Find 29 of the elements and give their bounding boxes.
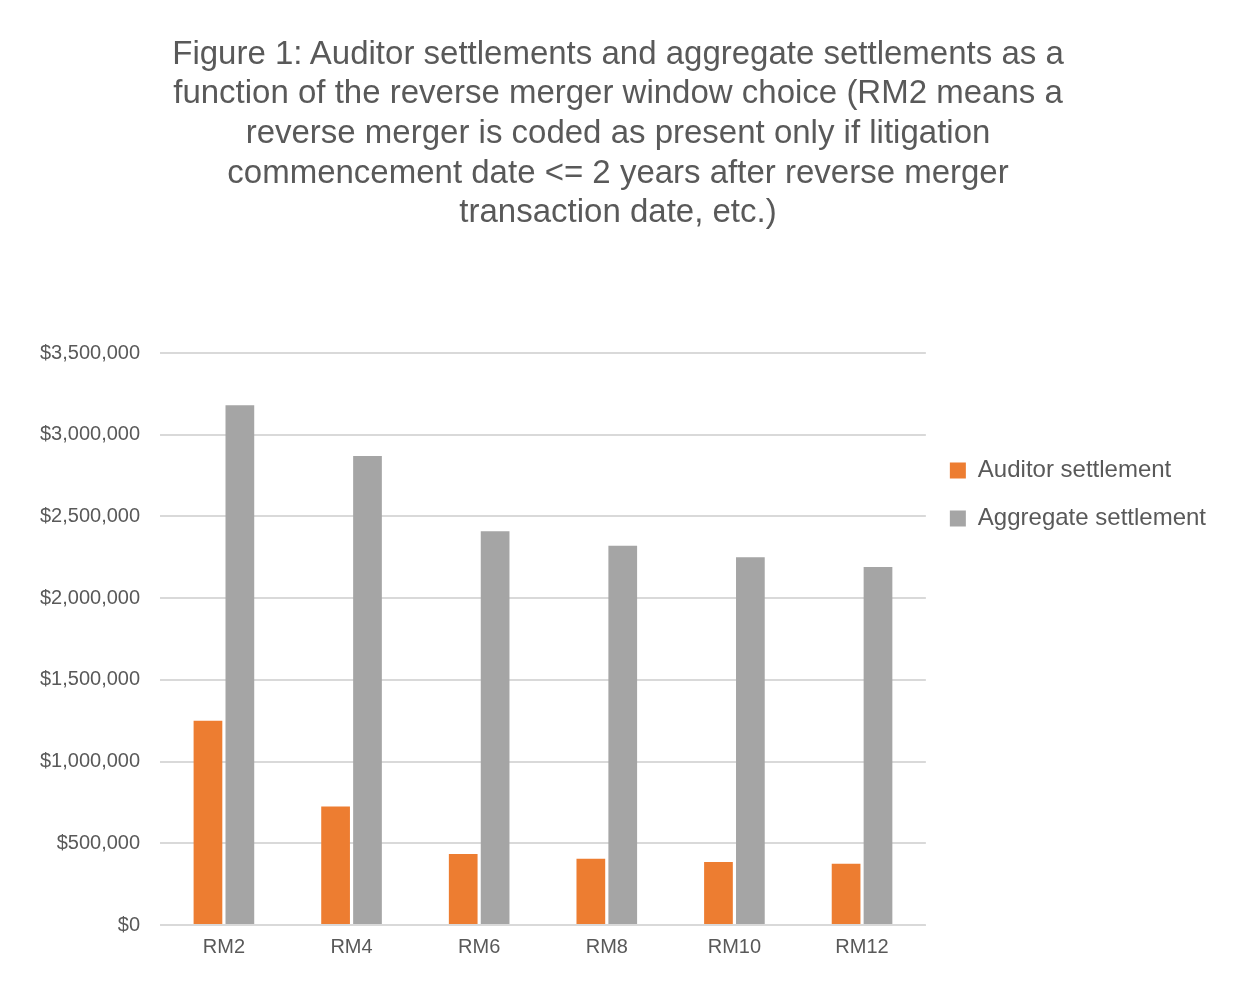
legend-label: Aggregate settlement (977, 503, 1207, 531)
bar (448, 853, 478, 924)
legend-label: Auditor settlement (977, 455, 1172, 483)
y-tick-label: $1,000,000 (39, 749, 141, 772)
y-tick-label: $2,000,000 (39, 585, 141, 608)
bar (480, 531, 510, 924)
y-tick-label: $3,500,000 (39, 340, 141, 363)
bar (831, 863, 861, 924)
chart-title: Figure 1: Auditor settlements and aggregate settlements as a function of the reverse merger window choice (RM2 means a reverse merger is coded as present only if litigation commencement date <= 2 years after reverse merger transaction date, etc.) (172, 33, 1065, 230)
bar (736, 557, 765, 924)
x-tick-label: RM4 (330, 934, 373, 957)
bar (193, 720, 223, 924)
y-tick-label: $1,500,000 (39, 667, 141, 690)
bar (608, 545, 638, 924)
y-tick-label: $500,000 (56, 830, 141, 853)
bar (576, 858, 606, 924)
x-tick-label: RM2 (202, 934, 246, 957)
bar (321, 806, 350, 924)
y-tick-label: $2,500,000 (39, 503, 141, 526)
y-tick-label: $0 (117, 912, 141, 935)
y-tick-label: $3,000,000 (39, 422, 141, 445)
x-tick-label: RM8 (585, 934, 628, 957)
x-tick-label: RM10 (707, 934, 762, 957)
x-tick-label: RM12 (835, 934, 889, 957)
x-tick-label: RM6 (458, 934, 501, 957)
bar (225, 405, 255, 924)
bar (863, 567, 893, 924)
bar (353, 455, 382, 924)
bar (704, 862, 733, 924)
